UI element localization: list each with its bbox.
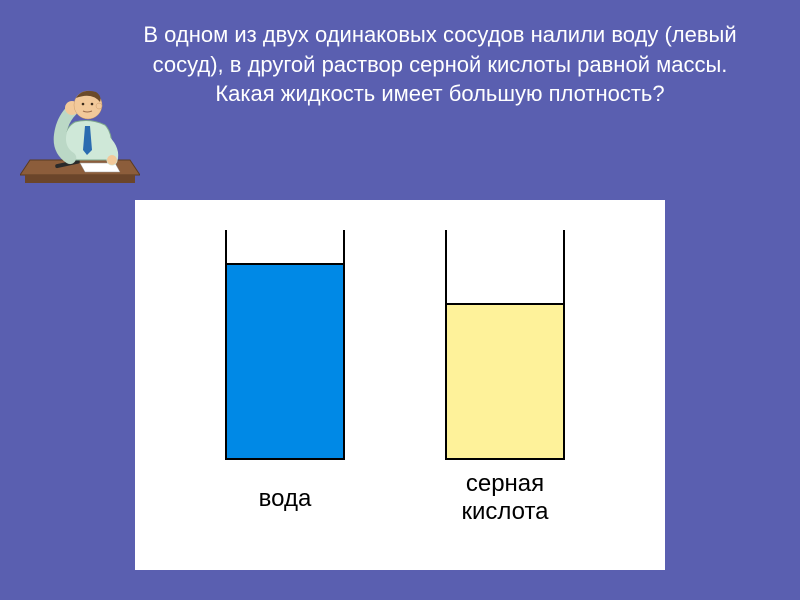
acid-label: серная кислота	[425, 470, 585, 526]
thinking-man-illustration	[20, 80, 140, 190]
diagram-panel: вода серная кислота	[135, 200, 665, 570]
vessel-acid	[445, 230, 565, 460]
water-label: вода	[240, 485, 330, 513]
question-text: В одном из двух одинаковых сосудов налил…	[130, 20, 750, 109]
acid-fill	[447, 303, 563, 458]
vessel-water	[225, 230, 345, 460]
water-fill	[227, 263, 343, 458]
